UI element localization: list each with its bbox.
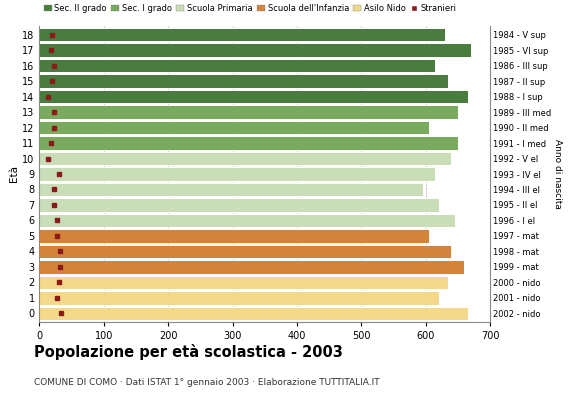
Legend: Sec. II grado, Sec. I grado, Scuola Primaria, Scuola dell'Infanzia, Asilo Nido, : Sec. II grado, Sec. I grado, Scuola Prim… <box>44 4 457 13</box>
Bar <box>39 43 471 57</box>
Bar <box>39 167 436 181</box>
Y-axis label: Età: Età <box>9 166 19 182</box>
Bar <box>39 152 451 165</box>
Bar <box>39 136 458 150</box>
Bar <box>39 276 448 289</box>
Bar <box>39 59 436 72</box>
Bar <box>39 291 438 305</box>
Bar <box>39 245 451 258</box>
Bar <box>39 90 467 103</box>
Text: COMUNE DI COMO · Dati ISTAT 1° gennaio 2003 · Elaborazione TUTTITALIA.IT: COMUNE DI COMO · Dati ISTAT 1° gennaio 2… <box>34 378 379 387</box>
Y-axis label: Anno di nascita: Anno di nascita <box>553 139 562 209</box>
Bar <box>39 74 448 88</box>
Bar <box>39 307 467 320</box>
Text: Popolazione per età scolastica - 2003: Popolazione per età scolastica - 2003 <box>34 344 343 360</box>
Bar <box>39 183 422 196</box>
Bar <box>39 214 455 227</box>
Bar <box>39 229 429 243</box>
Bar <box>39 260 465 274</box>
Bar <box>39 198 438 212</box>
Bar <box>39 28 445 41</box>
Bar <box>39 121 429 134</box>
Bar <box>39 105 458 119</box>
